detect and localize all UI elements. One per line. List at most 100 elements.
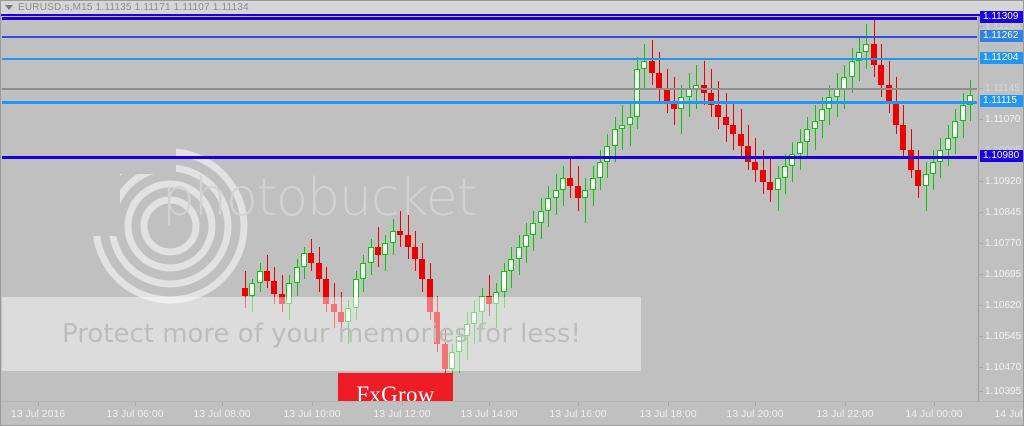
candle-body-bearish <box>575 186 581 199</box>
candle-wick <box>348 299 349 345</box>
candle-body-bullish <box>523 234 529 247</box>
price-level-badge-1.11262[interactable]: 1.11262 <box>980 30 1023 42</box>
candle-body-bullish <box>390 230 396 243</box>
price-tick <box>979 212 983 213</box>
candle-body-bullish <box>590 178 596 191</box>
time-tick-label: 13 Jul 08:00 <box>193 408 251 420</box>
price-tick-label: 1.10920 <box>985 176 1022 187</box>
candle-body-bullish <box>960 105 966 122</box>
time-tick <box>135 402 136 406</box>
price-line-1.11262[interactable] <box>2 36 977 38</box>
candle-body-bearish <box>656 72 662 89</box>
time-tick <box>845 402 846 406</box>
candle-body-bearish <box>486 295 492 304</box>
time-tick-label: 13 Jul 18:00 <box>639 408 697 420</box>
candle-body-bullish <box>597 161 603 179</box>
price-tick <box>979 367 983 368</box>
candle-body-bearish <box>886 84 892 102</box>
chart-plot-area[interactable]: photobucket Protect more of your memorie… <box>2 16 977 401</box>
price-tick <box>979 181 983 182</box>
candle-body-bullish <box>530 222 536 235</box>
price-tick-label: 1.10845 <box>985 207 1022 218</box>
time-tick-label: 14 Jul 02:00 <box>994 408 1023 420</box>
candle-body-bullish <box>937 149 943 162</box>
price-tick-label: 1.11070 <box>985 114 1021 125</box>
price-tick <box>979 243 983 244</box>
candle-body-bearish <box>331 303 337 312</box>
candle-body-bullish <box>294 267 300 284</box>
candle-body-bearish <box>752 161 758 170</box>
time-tick <box>489 402 490 406</box>
price-tick <box>979 88 983 89</box>
candle-body-bearish <box>279 293 285 304</box>
price-tick <box>979 274 983 275</box>
candle-body-bullish <box>686 88 692 98</box>
price-tick-label: 1.11295 <box>985 21 1021 32</box>
price-line-1.11115[interactable] <box>2 101 977 104</box>
candle-body-bearish <box>308 253 314 264</box>
candle-body-bullish <box>368 247 374 264</box>
candle-body-bullish <box>382 242 388 256</box>
candle-body-bullish <box>923 174 929 187</box>
candle-body-bearish <box>871 44 877 65</box>
candle-body-bullish <box>508 259 514 272</box>
time-tick-label: 13 Jul 12:00 <box>373 408 431 420</box>
candle-body-bullish <box>627 117 633 126</box>
price-line-1.11309[interactable] <box>2 17 977 20</box>
candle-body-bullish <box>834 88 840 98</box>
candle-body-bearish <box>271 281 277 294</box>
candle-body-bearish <box>738 133 744 146</box>
price-tick <box>979 305 983 306</box>
price-line-1.10980[interactable] <box>2 156 977 159</box>
price-level-badge-1.11204[interactable]: 1.11204 <box>980 52 1023 64</box>
price-line-1.11204[interactable] <box>2 58 977 60</box>
chart-title-text: EURUSD.s,M15 1.11135 1.11171 1.11107 1.1… <box>18 2 249 13</box>
price-level-badge-1.11115[interactable]: 1.11115 <box>980 95 1023 107</box>
price-tick-label: 1.10770 <box>985 238 1022 249</box>
candle-body-bearish <box>760 170 766 183</box>
price-tick <box>979 336 983 337</box>
time-tick <box>312 402 313 406</box>
candle-body-bullish <box>456 336 462 353</box>
candle-body-bullish <box>545 198 551 211</box>
candle-body-bullish <box>501 271 507 292</box>
chevron-down-icon[interactable] <box>5 5 13 10</box>
price-tick-label: 1.10695 <box>985 269 1022 280</box>
candle-body-bullish <box>804 129 810 142</box>
candle-body-bearish <box>878 64 884 85</box>
candle-body-bearish <box>427 279 433 312</box>
candle-wick <box>585 178 586 223</box>
fxgrow-logo: FxGrow <box>338 373 453 401</box>
time-tick-label: 13 Jul 20:00 <box>726 408 784 420</box>
price-tick-label: 1.11145 <box>985 83 1020 94</box>
price-line-1.11145[interactable] <box>2 88 977 90</box>
time-tick <box>222 402 223 406</box>
candle-body-bearish <box>723 117 729 126</box>
candle-body-bearish <box>893 101 899 126</box>
candle-body-bullish <box>249 283 255 296</box>
candle-body-bullish <box>286 283 292 304</box>
time-tick <box>38 402 39 406</box>
candle-wick <box>926 161 927 211</box>
title-underline <box>1 14 1023 16</box>
candle-wick <box>711 68 712 118</box>
candle-body-bullish <box>493 291 499 304</box>
price-tick <box>979 391 983 392</box>
candle-body-bearish <box>375 247 381 256</box>
price-level-badge-1.11309[interactable]: 1.11309 <box>980 11 1023 23</box>
candle-body-bullish <box>930 161 936 175</box>
candle-body-bullish <box>538 210 544 223</box>
candle-body-bearish <box>915 170 921 187</box>
candle-body-bullish <box>967 95 973 106</box>
price-level-badge-1.10980[interactable]: 1.10980 <box>980 150 1023 162</box>
candle-body-bearish <box>900 125 906 150</box>
time-axis[interactable]: 13 Jul 2016 13 Jul 06:00 13 Jul 08:00 13 Ju… <box>2 401 1023 425</box>
price-axis[interactable]: 1.112951.112201.111451.110701.109951.109… <box>978 11 1023 401</box>
time-tick-label: 13 Jul 16:00 <box>549 408 607 420</box>
candle-body-bullish <box>819 109 825 122</box>
candle-body-bullish <box>479 295 485 312</box>
candle-wick <box>267 255 268 288</box>
candle-body-bullish <box>945 137 951 150</box>
time-tick-label: 13 Jul 22:00 <box>816 408 874 420</box>
candle-body-bearish <box>730 125 736 134</box>
